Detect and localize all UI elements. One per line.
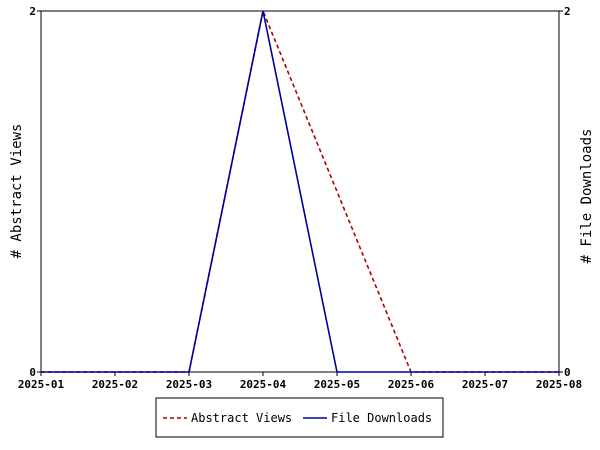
x-tick-label-2025-04: 2025-04 xyxy=(240,378,287,391)
legend-label-file-downloads: File Downloads xyxy=(331,411,432,425)
legend: Abstract Views File Downloads xyxy=(155,397,444,438)
x-tick-label-2025-02: 2025-02 xyxy=(92,378,138,391)
x-tick-label-2025-06: 2025-06 xyxy=(388,378,435,391)
y-tick-label-2: 2 xyxy=(29,5,36,18)
y-tick-label-0: 0 xyxy=(29,366,36,379)
x-tick-label-2025-01: 2025-01 xyxy=(18,378,65,391)
x-tick-label-2025-03: 2025-03 xyxy=(166,378,212,391)
y-axis-title: # Abstract Views xyxy=(9,124,25,259)
x-tick-label-2025-08: 2025-08 xyxy=(536,378,582,391)
y2-tick-label-0: 0 xyxy=(564,366,571,379)
x-tick-label-2025-05: 2025-05 xyxy=(314,378,360,391)
legend-label-abstract-views: Abstract Views xyxy=(191,411,292,425)
y2-tick-label-2: 2 xyxy=(564,5,571,18)
y2-axis-title: # File Downloads xyxy=(579,129,595,264)
series-line-file-downloads xyxy=(41,10,559,373)
x-tick-label-2025-07: 2025-07 xyxy=(462,378,508,391)
legend-box xyxy=(155,397,444,438)
